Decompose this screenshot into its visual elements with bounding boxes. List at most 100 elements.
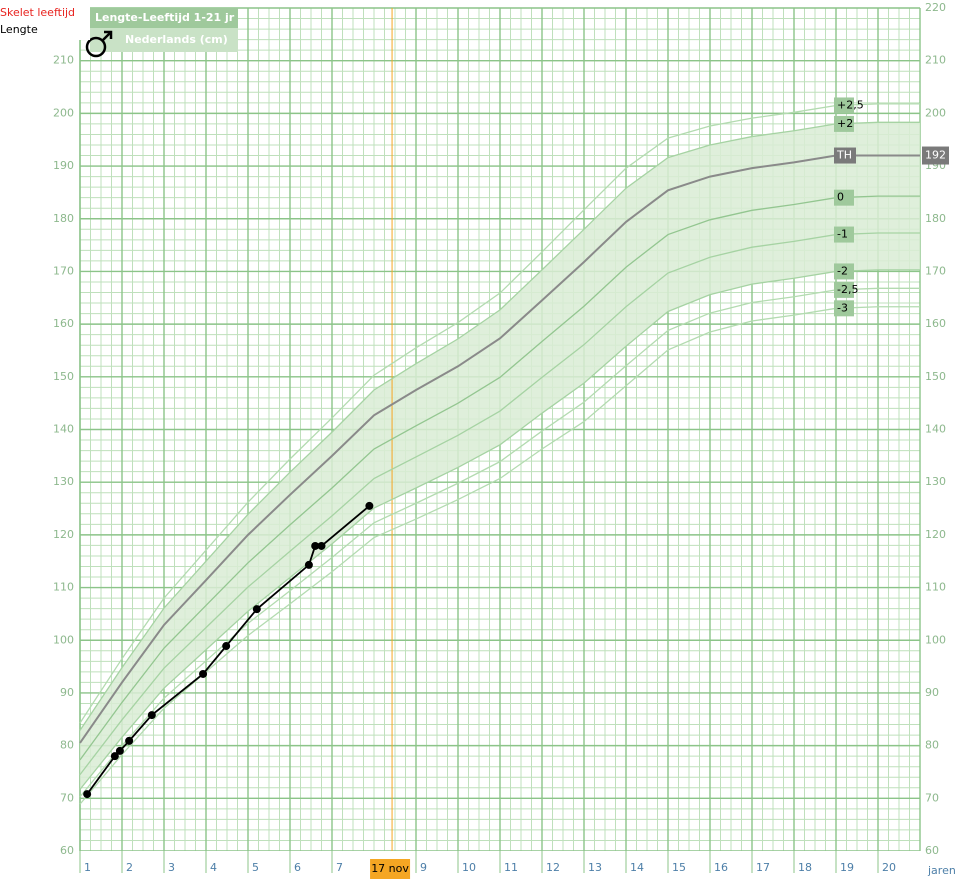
x-tick-label: 12: [546, 861, 560, 874]
reference-line: [79, 306, 920, 805]
end-label-box: [922, 146, 949, 165]
measurement-point: [311, 541, 320, 550]
series-label-box: [834, 263, 854, 280]
x-tick-label: 20: [882, 861, 896, 874]
x-tick-label: 7: [336, 861, 343, 874]
x-tick-label: 17: [756, 861, 770, 874]
chart-title: Lengte-Leeftijd 1-21 jr: [95, 11, 235, 24]
x-tick-label: 14: [630, 861, 644, 874]
measurement-point: [222, 642, 231, 651]
measurement-point: [365, 501, 374, 510]
series-label-box: [834, 147, 856, 164]
y2-tick-label: 80: [925, 739, 939, 752]
y2-tick-label: 100: [925, 633, 946, 646]
y-tick-label: 60: [60, 844, 74, 857]
series-label: TH: [836, 149, 852, 162]
chart-subtitle: Nederlands (cm): [125, 33, 228, 46]
end-label: 192: [925, 149, 946, 162]
measurement-point: [83, 790, 92, 799]
x-tick-label: 3: [168, 861, 175, 874]
x-tick-label: 5: [252, 861, 259, 874]
y-tick-label: 110: [53, 581, 74, 594]
y-tick-label: 200: [53, 106, 74, 119]
series-label: -1: [837, 228, 848, 241]
y2-tick-label: 70: [925, 791, 939, 804]
y2-tick-label: 210: [925, 54, 946, 67]
y-tick-label: 140: [53, 423, 74, 436]
y2-tick-label: 120: [925, 528, 946, 541]
lines-layer: [79, 8, 920, 851]
x-axis-label: jaren: [927, 864, 956, 877]
y2-tick-label: 160: [925, 317, 946, 330]
series-label-box: [834, 189, 854, 206]
series-label: 0: [837, 191, 844, 204]
band-layer: [80, 122, 920, 790]
y-tick-label: 190: [53, 159, 74, 172]
y-tick-label: 90: [60, 686, 74, 699]
series-label: -2: [837, 264, 848, 277]
y2-tick-label: 220: [925, 1, 946, 14]
y2-tick-label: 130: [925, 475, 946, 488]
reference-line: [79, 269, 920, 790]
y-tick-label: 100: [53, 633, 74, 646]
x-tick-label: 15: [672, 861, 686, 874]
measurement-point: [317, 541, 326, 550]
measurement-point: [252, 605, 261, 614]
series-label-box: [834, 115, 854, 132]
y2-tick-label: 140: [925, 423, 946, 436]
y2-tick-label: 110: [925, 581, 946, 594]
y-tick-label: 70: [60, 791, 74, 804]
series-label-box: [834, 97, 854, 114]
y2-tick-label: 170: [925, 264, 946, 277]
y2-tick-label: 200: [925, 106, 946, 119]
x-tick-label: 18: [798, 861, 812, 874]
series-label-box: [834, 281, 854, 298]
sd-band: [80, 122, 920, 790]
reference-line: [79, 195, 920, 761]
measurement-point: [304, 560, 313, 569]
series-label: -2,5: [837, 283, 858, 296]
date-marker-label: 17 nov: [371, 862, 409, 875]
x-tick-label: 4: [210, 861, 217, 874]
header-strip: [90, 8, 238, 28]
y-tick-label: 150: [53, 370, 74, 383]
legend-bg: [0, 0, 90, 40]
series-label-box: [834, 226, 854, 243]
legend-item: Skelet leeftijd: [0, 6, 75, 19]
y2-tick-label: 90: [925, 686, 939, 699]
reference-line: [79, 103, 920, 724]
reference-line: [79, 287, 920, 798]
x-tick-label: 19: [840, 861, 854, 874]
x-tick-label: 10: [462, 861, 476, 874]
reference-line: [79, 121, 920, 731]
x-tick-label: 6: [294, 861, 301, 874]
y-tick-label: 130: [53, 475, 74, 488]
measurement-point: [115, 746, 124, 755]
y-tick-label: 210: [53, 54, 74, 67]
reference-line: [79, 154, 920, 744]
measurement-point: [110, 752, 119, 761]
series-label: +2: [837, 117, 853, 130]
x-tick-label: 1: [84, 861, 91, 874]
measurement-point: [199, 669, 208, 678]
y-tick-label: 120: [53, 528, 74, 541]
y2-tick-label: 60: [925, 844, 939, 857]
male-icon: [85, 30, 113, 58]
reference-line: [79, 232, 920, 775]
y2-tick-label: 180: [925, 212, 946, 225]
series-label: -3: [837, 301, 848, 314]
date-marker-box: [370, 859, 411, 879]
y-tick-label: 180: [53, 212, 74, 225]
x-tick-label: 9: [420, 861, 427, 874]
measurement-point: [147, 711, 156, 720]
y2-tick-label: 150: [925, 370, 946, 383]
legend-item: Lengte: [0, 23, 38, 36]
y-tick-label: 80: [60, 739, 74, 752]
x-tick-label: 2: [126, 861, 133, 874]
measurement-point: [125, 736, 134, 745]
x-tick-label: 13: [588, 861, 602, 874]
y-tick-label: 160: [53, 317, 74, 330]
series-label-box: [834, 300, 854, 317]
y-tick-label: 170: [53, 264, 74, 277]
